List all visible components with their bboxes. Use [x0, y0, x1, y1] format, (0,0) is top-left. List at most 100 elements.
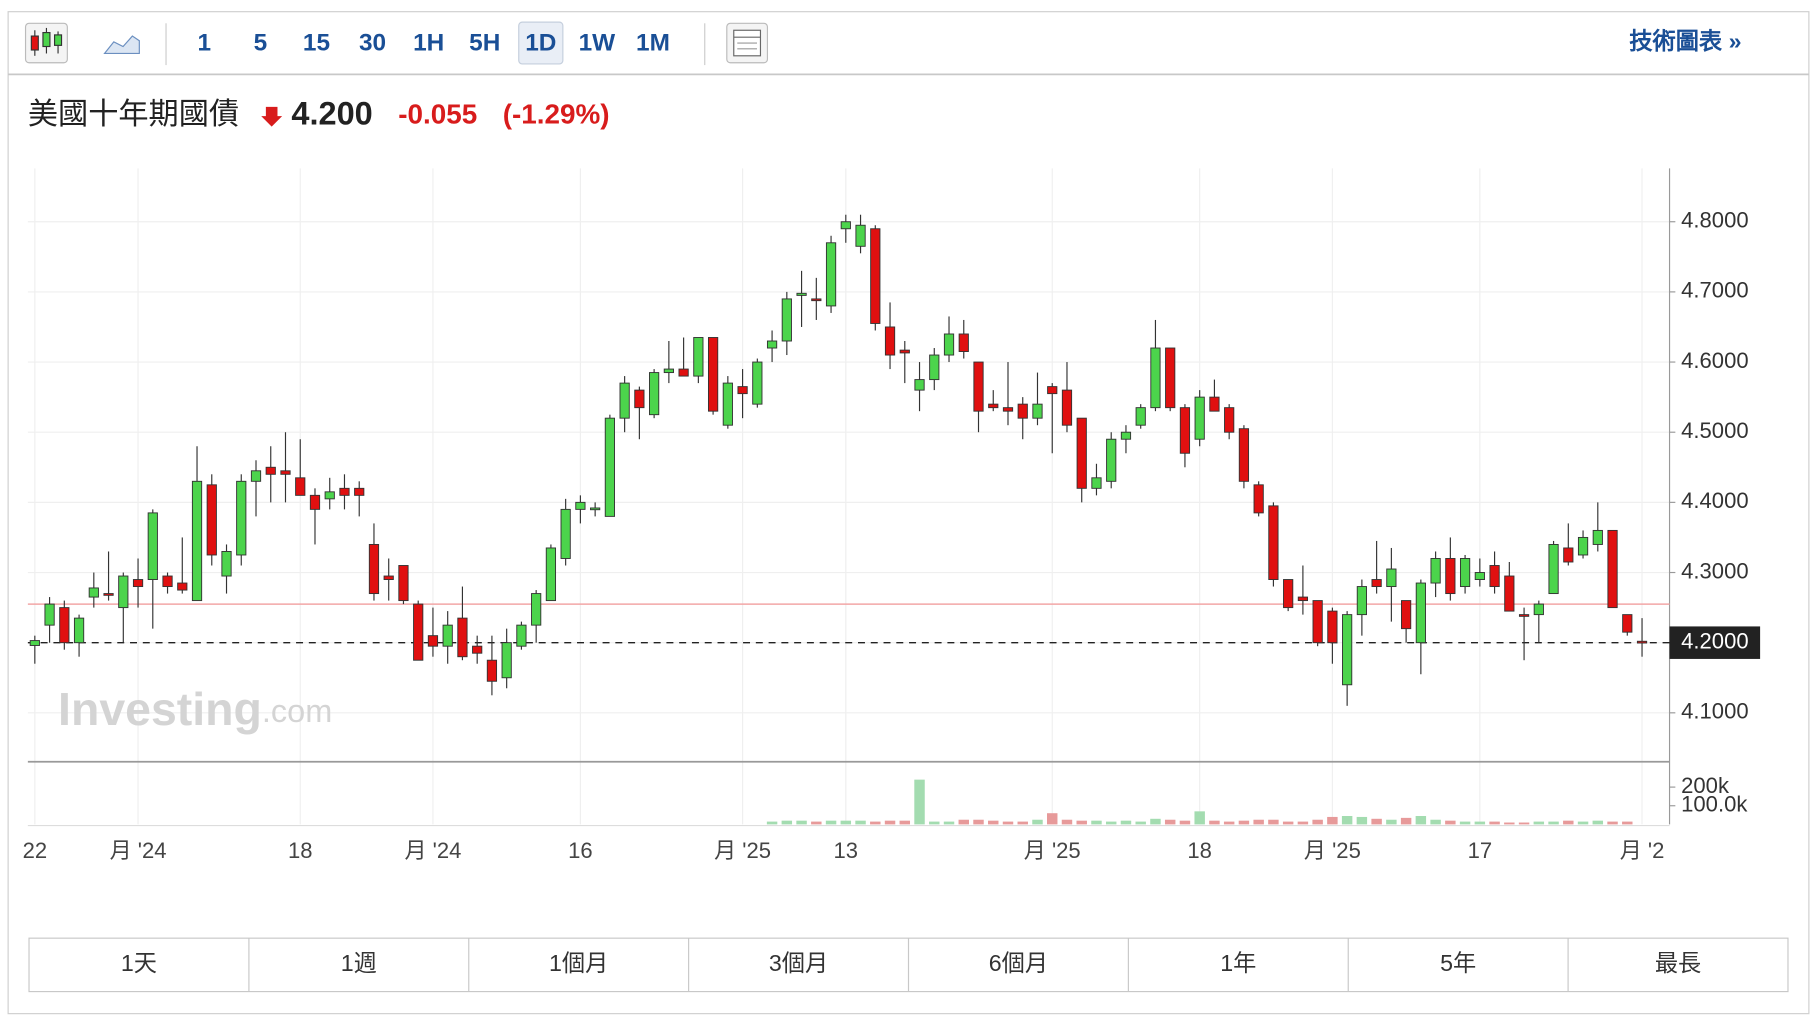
candle-body — [1356, 586, 1367, 616]
candle-body — [1106, 438, 1117, 482]
interval-button[interactable]: 30 — [359, 30, 386, 57]
candle-body — [177, 582, 188, 591]
volume-bar — [855, 820, 866, 825]
candle-body — [1592, 529, 1603, 545]
volume-bar — [1017, 821, 1028, 825]
interval-button[interactable]: 5 — [254, 30, 268, 57]
interval-button[interactable]: 1M — [636, 30, 670, 57]
candle-body — [1194, 396, 1205, 440]
range-button[interactable]: 1個月 — [549, 950, 608, 976]
candle-body — [943, 333, 955, 356]
candle-body — [44, 603, 55, 626]
interval-button[interactable]: 5H — [469, 30, 500, 57]
volume-bar — [958, 819, 969, 825]
x-tick-label: 月 '2 — [1620, 838, 1665, 863]
volume-bar — [1415, 816, 1427, 825]
candle-body — [1636, 640, 1648, 644]
volume-bar — [1047, 813, 1058, 825]
candle-icon-button[interactable] — [24, 22, 68, 64]
range-button[interactable]: 1年 — [1220, 950, 1256, 976]
candle-body — [796, 292, 807, 296]
last-price-box — [1669, 626, 1761, 659]
volume-bar — [1105, 821, 1117, 825]
volume-bar — [1533, 821, 1545, 825]
candle-body — [1032, 403, 1043, 419]
candle-body — [280, 470, 291, 475]
volume-bar — [1076, 820, 1087, 825]
candle-body — [1135, 407, 1146, 426]
candle-body — [737, 386, 748, 395]
line-icon-button[interactable] — [103, 35, 140, 55]
candle-body — [722, 382, 733, 426]
candle-body — [354, 487, 365, 496]
candle-body — [118, 575, 129, 609]
volume-bar — [1194, 811, 1205, 825]
interval-button[interactable]: 1 — [198, 30, 212, 57]
icon-body — [42, 31, 51, 48]
interval-button[interactable]: 15 — [303, 30, 330, 57]
candle-body — [1047, 386, 1058, 395]
candle-body — [1474, 572, 1485, 580]
candle-body — [295, 477, 306, 496]
candle-body — [811, 298, 822, 302]
technical-chart-link[interactable]: 技術圖表 » — [1629, 28, 1741, 54]
volume-bar — [1577, 821, 1589, 825]
y-tick-label: 4.7000 — [1681, 278, 1748, 303]
volume-bar — [1504, 822, 1515, 825]
candle-body — [1209, 396, 1220, 412]
candle-body — [309, 494, 321, 510]
range-button[interactable]: 1週 — [341, 950, 377, 976]
x-tick-label: 18 — [288, 838, 313, 863]
candle-body — [1165, 347, 1176, 409]
volume-bar — [914, 779, 925, 825]
range-button[interactable]: 3個月 — [769, 950, 828, 976]
candle-body — [1401, 600, 1412, 630]
candle-body — [1622, 614, 1633, 633]
interval-button[interactable]: 1W — [579, 30, 616, 57]
volume-bar — [1223, 821, 1235, 825]
candle-body — [1445, 558, 1456, 595]
candle-body — [1091, 477, 1102, 489]
range-button[interactable]: 1天 — [121, 950, 157, 976]
volume-bar — [840, 820, 852, 825]
candle-body — [1268, 505, 1279, 580]
range-button[interactable]: 最長 — [1655, 950, 1701, 976]
volume-bar — [988, 820, 999, 825]
candle-body — [914, 379, 925, 391]
interval-button[interactable]: 1H — [413, 30, 444, 57]
candle-body — [545, 547, 557, 602]
candle-body — [752, 361, 763, 405]
y-tick-label: 4.3000 — [1681, 558, 1748, 583]
candle-body — [1430, 558, 1441, 584]
volume-bar — [1120, 820, 1132, 825]
candle-body — [1342, 614, 1353, 686]
candle-body — [884, 326, 896, 356]
candle-body — [1150, 347, 1161, 409]
candle-body — [29, 640, 40, 646]
volume-bar — [973, 819, 984, 825]
x-tick-label: 月 '25 — [714, 838, 771, 863]
candle-body — [103, 593, 114, 596]
x-tick-label: 月 '25 — [1024, 838, 1081, 863]
range-button[interactable]: 5年 — [1440, 950, 1476, 976]
candle-body — [1224, 407, 1235, 433]
candle-body — [619, 382, 630, 419]
x-tick-label: 13 — [834, 838, 859, 863]
candle-body — [1504, 575, 1515, 612]
candle-body — [1076, 417, 1087, 489]
candle-body — [1386, 568, 1397, 588]
candle-body — [840, 221, 851, 230]
volume-bar — [1563, 820, 1574, 825]
range-button[interactable]: 6個月 — [989, 950, 1048, 976]
widget-frame — [7, 11, 1810, 1015]
layout-icon-button[interactable] — [726, 22, 769, 64]
candle-body — [1283, 579, 1294, 609]
interval-bar: 1 5 15 30 1H 5H 1D 1W 1M — [198, 21, 670, 65]
candle-body — [899, 349, 910, 354]
volume-bar — [1489, 821, 1500, 825]
interval-button[interactable]: 1D — [525, 30, 556, 57]
volume-bar — [1150, 818, 1161, 825]
candle-body — [472, 645, 483, 654]
volume-bar — [1548, 821, 1559, 825]
